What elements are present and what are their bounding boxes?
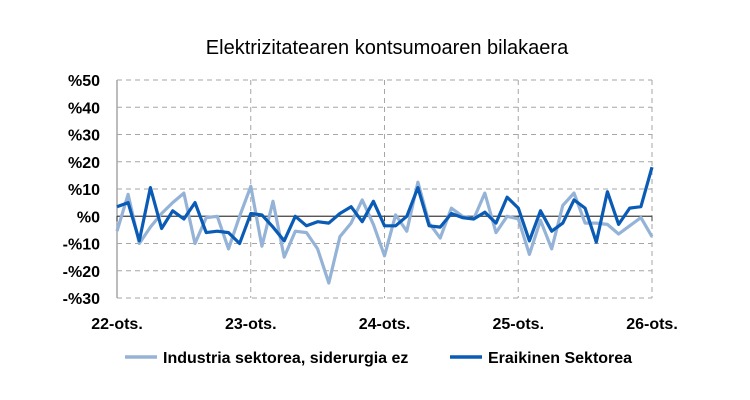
x-tick-label: 22-ots.	[91, 316, 143, 333]
chart-title: Elektrizitatearen kontsumoaren bilakaera	[206, 37, 569, 59]
series-line-eraikinen	[116, 166, 654, 246]
x-tick-label: 23-ots.	[225, 316, 277, 333]
x-tick-label: 25-ots.	[492, 316, 544, 333]
y-tick-label: -%10	[63, 237, 100, 254]
y-tick-label: -%20	[63, 264, 100, 281]
x-axis: 22-ots. 23-ots. 24-ots. 25-ots. 26-ots.	[91, 215, 678, 333]
y-axis: %50 %40 %30 %20 %10 %0 -%10 -%20 -%30	[63, 73, 118, 308]
x-tick-label: 26-ots.	[626, 316, 678, 333]
y-tick-label: -%30	[63, 291, 100, 308]
y-tick-label: %40	[68, 100, 100, 117]
y-tick-label: %50	[68, 73, 100, 90]
legend-label: Industria sektorea, siderurgia ez	[163, 350, 408, 367]
legend: Industria sektorea, siderurgia ez Eraikin…	[125, 350, 632, 367]
y-tick-label: %30	[68, 128, 100, 145]
y-tick-label: %10	[68, 182, 100, 199]
grid	[117, 79, 653, 299]
x-tick-label: 24-ots.	[359, 316, 411, 333]
legend-label: Eraikinen Sektorea	[488, 350, 632, 367]
series-lines	[115, 166, 654, 285]
y-tick-label: %20	[68, 155, 100, 172]
y-tick-label: %0	[77, 209, 100, 226]
